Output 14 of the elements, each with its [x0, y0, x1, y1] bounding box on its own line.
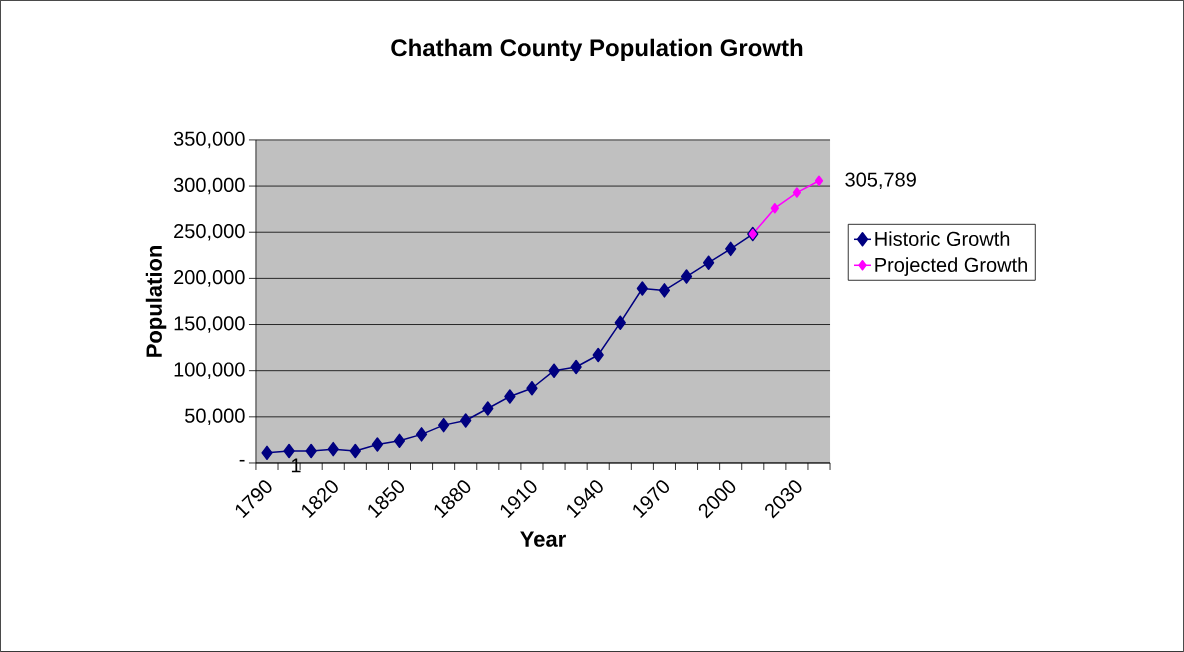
y-tick-label: 250,000 [174, 224, 245, 241]
legend-label: Projected Growth [875, 257, 1027, 276]
y-axis-title: Population [145, 246, 167, 357]
y-tick-label: - [239, 459, 245, 462]
legend-label: Historic Growth [875, 231, 1010, 247]
y-tick-label: 300,000 [173, 177, 245, 195]
y-tick-label: 100,000 [174, 362, 245, 379]
y-tick-label: 350,000 [173, 131, 245, 149]
y-tick-label: 50,000 [185, 408, 245, 426]
y-tick-label: 200,000 [174, 270, 245, 287]
chart-title: Chatham County Population Growth [391, 38, 803, 62]
y-tick-label: 150,000 [174, 316, 245, 333]
data-label: 305,789 [845, 172, 916, 190]
x-axis-title: Year [520, 531, 566, 547]
